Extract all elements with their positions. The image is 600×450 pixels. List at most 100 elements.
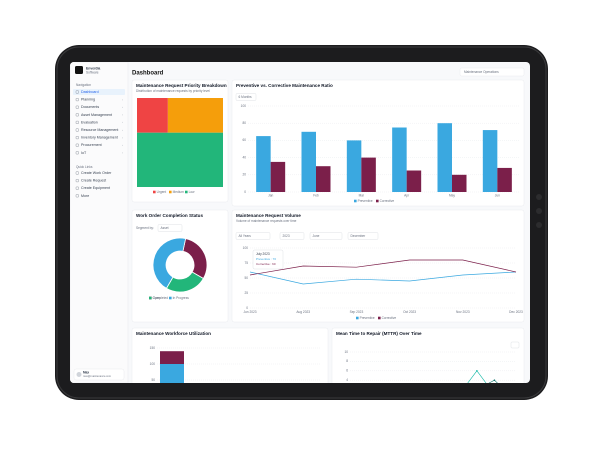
y-tick-label: 80: [242, 121, 246, 125]
nav-item[interactable]: Planning: [81, 98, 95, 102]
nav-item[interactable]: Inventory Management: [81, 136, 118, 140]
quick-link[interactable]: Create Request: [81, 179, 106, 183]
x-tick-label: Mar: [359, 193, 365, 197]
x-tick-label: Feb: [313, 193, 319, 197]
volume-filter[interactable]: [235, 232, 271, 240]
legend-label: Corrective: [380, 199, 395, 203]
tablet-button: [536, 208, 542, 214]
nav-icon: [75, 113, 79, 117]
legend-swatch: [169, 296, 172, 300]
nav-item[interactable]: Resource Management: [81, 128, 118, 132]
x-tick-label: Jun: [495, 193, 500, 197]
stacked-bar: [160, 364, 184, 383]
nav-chevron: ›: [122, 143, 123, 147]
period-filter[interactable]: [235, 93, 257, 101]
bar: [361, 157, 376, 192]
bar: [452, 174, 467, 192]
volume-filter[interactable]: [309, 232, 343, 240]
nav-icon: [75, 120, 79, 124]
avatar: [76, 372, 82, 377]
volume-filter-text: All Years: [239, 234, 252, 238]
stacked-bar: [160, 351, 184, 364]
y-tick-label: 8: [346, 359, 348, 363]
nav-item[interactable]: Asset Management: [81, 113, 112, 117]
sidebar: [70, 62, 129, 383]
line: [249, 271, 517, 285]
page-title: Dashboard: [132, 71, 164, 77]
y-tick-label: 100: [241, 104, 247, 108]
user-name: Max: [83, 370, 89, 374]
user-email: max@maintenance.com: [83, 374, 111, 378]
card: [231, 209, 525, 323]
screen: Enverdia Software Navigation Quick Links…: [70, 62, 530, 383]
nav-chevron: ›: [122, 120, 123, 124]
nav-item[interactable]: Evaluation: [81, 120, 98, 124]
y-tick-label: 100: [150, 362, 156, 366]
logo[interactable]: [75, 66, 83, 74]
expand-button[interactable]: [510, 341, 520, 349]
nav-active: [73, 89, 125, 95]
legend-label: Low: [189, 190, 196, 194]
brand-sub: Software: [86, 70, 99, 74]
nav-section: Navigation: [76, 83, 91, 87]
x-tick-label: Sep 2023: [350, 310, 364, 314]
treemap-cell: [137, 98, 168, 133]
y-tick-label: 60: [242, 138, 246, 142]
volume-filter[interactable]: [347, 232, 379, 240]
card-title: Maintenance Request Volume: [236, 213, 301, 218]
legend-swatch: [185, 190, 188, 194]
legend-label: Completed: [153, 296, 169, 300]
card: [331, 327, 525, 383]
quick-link[interactable]: More: [81, 194, 89, 198]
quick-link[interactable]: Create Equipment: [81, 186, 110, 190]
legend-swatch: [376, 199, 379, 203]
nav-item[interactable]: Dashboard: [81, 90, 99, 94]
y-tick-label: 150: [150, 346, 156, 350]
treemap-cell: [137, 132, 223, 187]
tooltip-line: Corrective : 60: [256, 262, 276, 266]
operations-selector-text: Maintenance Operations: [464, 70, 499, 74]
card-title: Maintenance Request Priority Breakdown: [136, 83, 227, 88]
bar: [270, 161, 286, 192]
volume-filter[interactable]: [279, 232, 305, 240]
segment-select[interactable]: [157, 224, 183, 232]
legend-label: Urgent: [157, 190, 167, 194]
quick-link[interactable]: Create Work Order: [81, 171, 112, 175]
y-tick-label: 4: [346, 378, 348, 382]
x-tick-label: Jun 2023: [243, 310, 256, 314]
volume-filter-text: December: [351, 234, 367, 238]
user-card[interactable]: [73, 368, 125, 381]
y-tick-label: 75: [244, 261, 248, 265]
bar: [316, 166, 331, 192]
nav-item[interactable]: IoT: [81, 151, 87, 155]
legend-swatch: [153, 190, 156, 194]
x-tick-label: May: [449, 193, 455, 197]
bar: [346, 140, 362, 192]
legend-label: Preventive: [358, 199, 373, 203]
nav-item[interactable]: Procurement: [81, 143, 102, 147]
brand: Enverdia: [86, 66, 100, 70]
y-tick-label: 0: [244, 190, 246, 194]
point: [493, 379, 496, 382]
quick-icon: [75, 186, 79, 190]
period-filter-text: 6 Months: [239, 95, 253, 99]
tablet-button: [536, 194, 542, 200]
card-title: Mean Time to Repair (MTTR) Over Time: [336, 331, 422, 336]
nav-chevron: ›: [122, 151, 123, 155]
legend-swatch: [356, 316, 359, 320]
operations-selector[interactable]: [459, 67, 525, 77]
legend-label: Medium: [173, 190, 185, 194]
bar: [406, 170, 422, 192]
bar: [301, 131, 316, 192]
legend-swatch: [149, 296, 152, 300]
nav-item[interactable]: Documents: [81, 105, 99, 109]
nav-chevron: ›: [122, 113, 123, 117]
bar: [392, 127, 407, 192]
legend-swatch: [354, 199, 357, 203]
donut-segment: [152, 237, 187, 289]
y-tick-label: 50: [151, 378, 155, 382]
y-tick-label: 0: [246, 306, 248, 310]
x-tick-label: Aug 2023: [296, 310, 310, 314]
quick-icon: [75, 179, 79, 183]
